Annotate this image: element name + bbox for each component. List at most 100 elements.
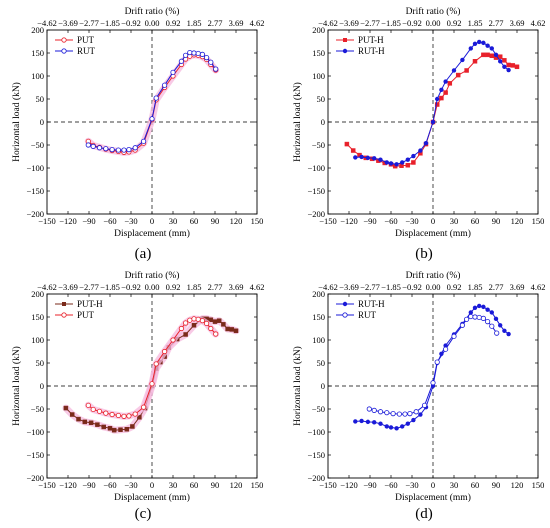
top-tick-label: −1.85: [381, 18, 401, 28]
top-tick-label: −3.69: [339, 282, 359, 292]
legend-label: PUT: [77, 35, 95, 45]
x-tick-label: −150: [38, 216, 56, 226]
y-tick-label: −200: [26, 209, 44, 219]
top-tick-label: −4.62: [37, 282, 57, 292]
data-point: [111, 427, 117, 433]
y-tick-label: −50: [31, 404, 44, 414]
y-tick-label: −100: [26, 427, 44, 437]
data-point: [489, 310, 494, 315]
x-tick-label: −120: [340, 216, 358, 226]
data-point: [199, 51, 205, 57]
top-tick-label: −2.77: [360, 18, 380, 28]
x-tick-label: 60: [471, 480, 480, 490]
data-point: [442, 346, 449, 352]
y-tick-label: 200: [31, 289, 44, 299]
data-point: [141, 138, 147, 144]
x-tick-label: 0: [431, 480, 435, 490]
series-put: [84, 315, 220, 420]
data-point: [390, 410, 396, 417]
y-tick-label: −50: [312, 140, 325, 150]
top-tick-label: 2.77: [489, 282, 504, 292]
data-point: [183, 320, 189, 326]
legend-marker: [342, 312, 348, 318]
top-tick-label: 1.85: [468, 18, 483, 28]
top-tick-label: −4.62: [318, 282, 338, 292]
top-tick-label: 0.92: [447, 18, 462, 28]
data-point: [191, 50, 197, 56]
data-point: [221, 322, 226, 327]
x-tick-label: −30: [405, 216, 418, 226]
data-point: [472, 59, 478, 64]
y-tick-label: 100: [312, 71, 325, 81]
data-point: [372, 156, 377, 161]
top-tick-label: 4.62: [250, 18, 265, 28]
top-tick-label: −2.77: [360, 282, 380, 292]
data-point: [170, 337, 176, 343]
data-point: [96, 145, 103, 151]
top-tick-label: 2.77: [208, 282, 223, 292]
data-point: [69, 412, 75, 417]
x-tick-label: 0: [150, 480, 154, 490]
data-point: [208, 325, 214, 332]
x-tick-label: 30: [450, 216, 459, 226]
data-point: [384, 424, 389, 429]
data-point: [451, 333, 457, 339]
x-tick-label: −150: [38, 480, 56, 490]
y-tick-label: −100: [307, 163, 325, 173]
top-tick-label: 2.77: [489, 18, 504, 28]
data-point: [366, 406, 372, 412]
data-point: [96, 408, 103, 414]
x-tick-label: 120: [230, 216, 243, 226]
data-point: [447, 81, 453, 86]
data-point: [216, 318, 222, 323]
legend-marker: [343, 38, 347, 42]
data-point: [480, 315, 486, 321]
top-tick-label: −0.92: [402, 18, 422, 28]
x-tick-label: 120: [511, 216, 524, 226]
data-point: [213, 66, 219, 72]
data-point: [121, 413, 127, 419]
data-point: [178, 58, 184, 64]
data-point: [353, 419, 358, 424]
data-point: [421, 402, 428, 408]
top-tick-label: 0.92: [166, 18, 181, 28]
legend-marker: [61, 48, 67, 54]
y-tick-label: 100: [31, 335, 44, 345]
y-tick-label: −150: [307, 450, 325, 460]
x-tick-label: −30: [124, 480, 137, 490]
y-tick-label: 50: [36, 94, 45, 104]
data-point: [88, 420, 94, 426]
data-point: [502, 328, 507, 333]
data-point: [481, 40, 486, 46]
data-point: [502, 64, 507, 70]
data-point: [187, 317, 193, 323]
data-point: [468, 313, 474, 320]
data-point: [413, 409, 419, 415]
top-tick-label: −3.69: [58, 282, 78, 292]
data-point: [85, 142, 91, 148]
top-tick-label: 4.62: [531, 282, 546, 292]
y-axis-label: Horizontal load (kN): [292, 82, 303, 162]
top-tick-label: 3.69: [229, 282, 244, 292]
series-rut-h: [353, 39, 511, 167]
legend-label: RUT-H: [358, 46, 385, 56]
top-tick-label: 1.85: [187, 282, 202, 292]
top-tick-label: 0.00: [426, 282, 441, 292]
data-point: [170, 69, 176, 75]
legend-marker: [61, 37, 67, 43]
data-point: [208, 317, 214, 323]
data-point: [208, 59, 214, 65]
legend-label: RUT: [358, 310, 377, 320]
legend-label: PUT-H: [77, 299, 103, 309]
data-point: [126, 147, 132, 153]
data-point: [510, 63, 516, 68]
y-tick-label: −150: [307, 186, 325, 196]
top-tick-label: 0.00: [426, 18, 441, 28]
y-tick-label: −150: [26, 450, 44, 460]
top-tick-label: 0.00: [145, 282, 160, 292]
data-point: [405, 421, 410, 426]
y-tick-label: −50: [31, 140, 44, 150]
